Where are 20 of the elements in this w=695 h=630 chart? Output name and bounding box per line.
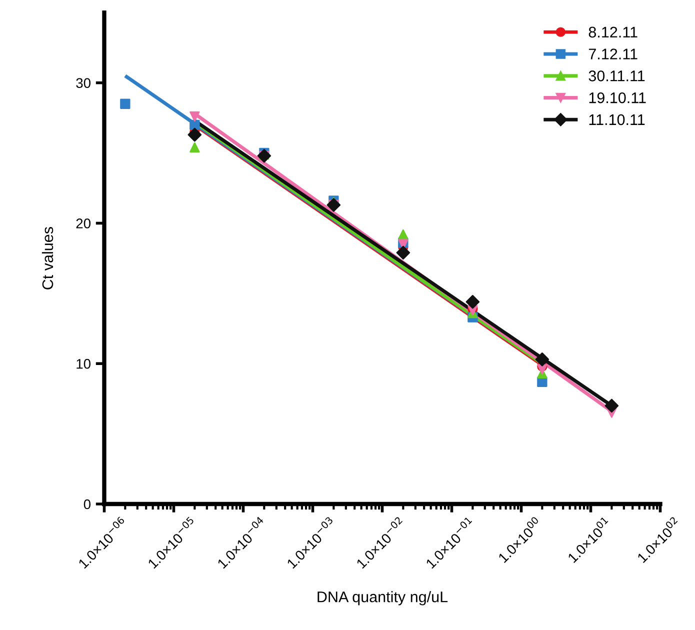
x-tick-label: 1.0×10$^{01}$ xyxy=(565,516,612,564)
y-tick-label: 20 xyxy=(76,218,91,228)
legend-label: 8.12.11 xyxy=(588,26,638,38)
x-tick-label: 1.0×10$^{−05}$ xyxy=(145,516,198,569)
x-tick-label: 1.0×10$^{−02}$ xyxy=(354,516,406,569)
x-tick-label: 1.0×10$^{−03}$ xyxy=(284,516,338,569)
legend-label: 11.10.11 xyxy=(589,114,645,126)
legend-label: 7.12.11 xyxy=(588,48,638,60)
x-tick-label: 1.0×10$^{−04}$ xyxy=(214,516,268,569)
y-axis-title: Ct values xyxy=(42,227,54,290)
y-tick-label: 10 xyxy=(76,358,91,369)
x-tick-label: 1.0×10$^{−06}$ xyxy=(76,516,129,569)
y-tick-label: 30 xyxy=(76,78,91,88)
y-tick-label: 0 xyxy=(84,499,91,510)
x-tick-label: 1.0×10$^{02}$ xyxy=(634,516,682,564)
legend-label: 19.10.11 xyxy=(589,92,646,104)
legend-label: 30.11.11 xyxy=(588,70,645,82)
x-axis-title: DNA quantity ng/uL xyxy=(318,591,448,606)
x-tick-label: 1.0×10$^{00}$ xyxy=(496,516,543,564)
x-tick-label: 1.0×10$^{−01}$ xyxy=(423,516,476,569)
